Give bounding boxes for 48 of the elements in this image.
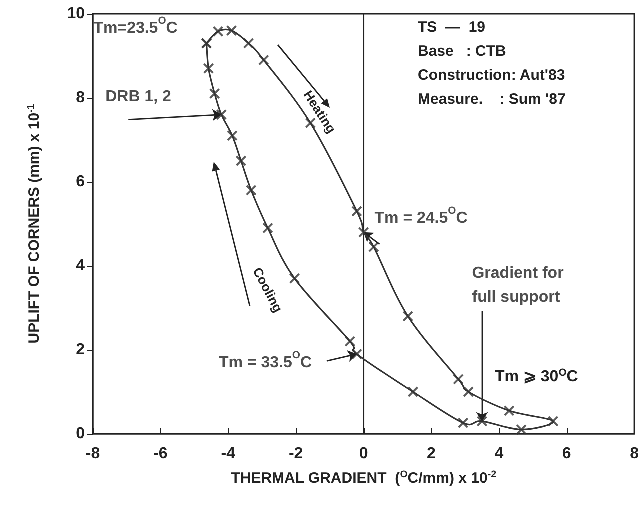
point (458, 418, 469, 429)
x-tick-label: 4 (494, 446, 504, 462)
y-axis-title: UPLIFT OF CORNERS (mm) x 10-1 (26, 104, 44, 344)
point (344, 336, 356, 348)
point (226, 25, 238, 36)
y-tick-label: 4 (76, 258, 86, 274)
point (226, 130, 238, 142)
point (476, 416, 488, 427)
annotation: TS — 19 (418, 19, 486, 36)
y-tick-label: 6 (76, 174, 86, 190)
x-tick-label: -2 (288, 446, 304, 462)
point (516, 424, 527, 436)
x-tick-label: -6 (154, 446, 168, 462)
point (236, 156, 247, 166)
point (246, 184, 257, 196)
y-tick-label: 8 (76, 90, 86, 106)
point (243, 38, 254, 49)
annotation: DRB 1, 2 (106, 88, 172, 106)
point (408, 386, 419, 398)
annotation: Construction: Aut'83 (418, 67, 566, 84)
point (352, 206, 363, 217)
x-tick-label: 0 (359, 446, 368, 462)
point (463, 386, 474, 398)
x-tick-label: -4 (221, 446, 236, 462)
point (203, 63, 214, 74)
annotation: Measure. : Sum '87 (418, 91, 566, 108)
y-tick-label: 2 (76, 342, 86, 358)
annotation: Base : CTB (418, 43, 507, 60)
point (358, 226, 370, 238)
x-tick-label: 6 (562, 446, 572, 462)
point (352, 348, 363, 360)
point (212, 26, 224, 38)
point (216, 109, 228, 120)
x-tick-label: -8 (86, 446, 100, 462)
point (453, 374, 464, 385)
x-tick-label: 8 (630, 446, 640, 462)
point (258, 54, 270, 66)
y-tick-label: 0 (76, 426, 86, 442)
point (262, 222, 274, 234)
y-tick-label: 10 (67, 6, 86, 22)
point (289, 273, 300, 284)
point (402, 310, 414, 322)
point (504, 405, 515, 416)
x-tick-label: 2 (427, 446, 436, 462)
point (209, 88, 220, 100)
point (548, 416, 559, 427)
point (368, 242, 380, 253)
annotation: Gradient for full support (472, 264, 564, 306)
